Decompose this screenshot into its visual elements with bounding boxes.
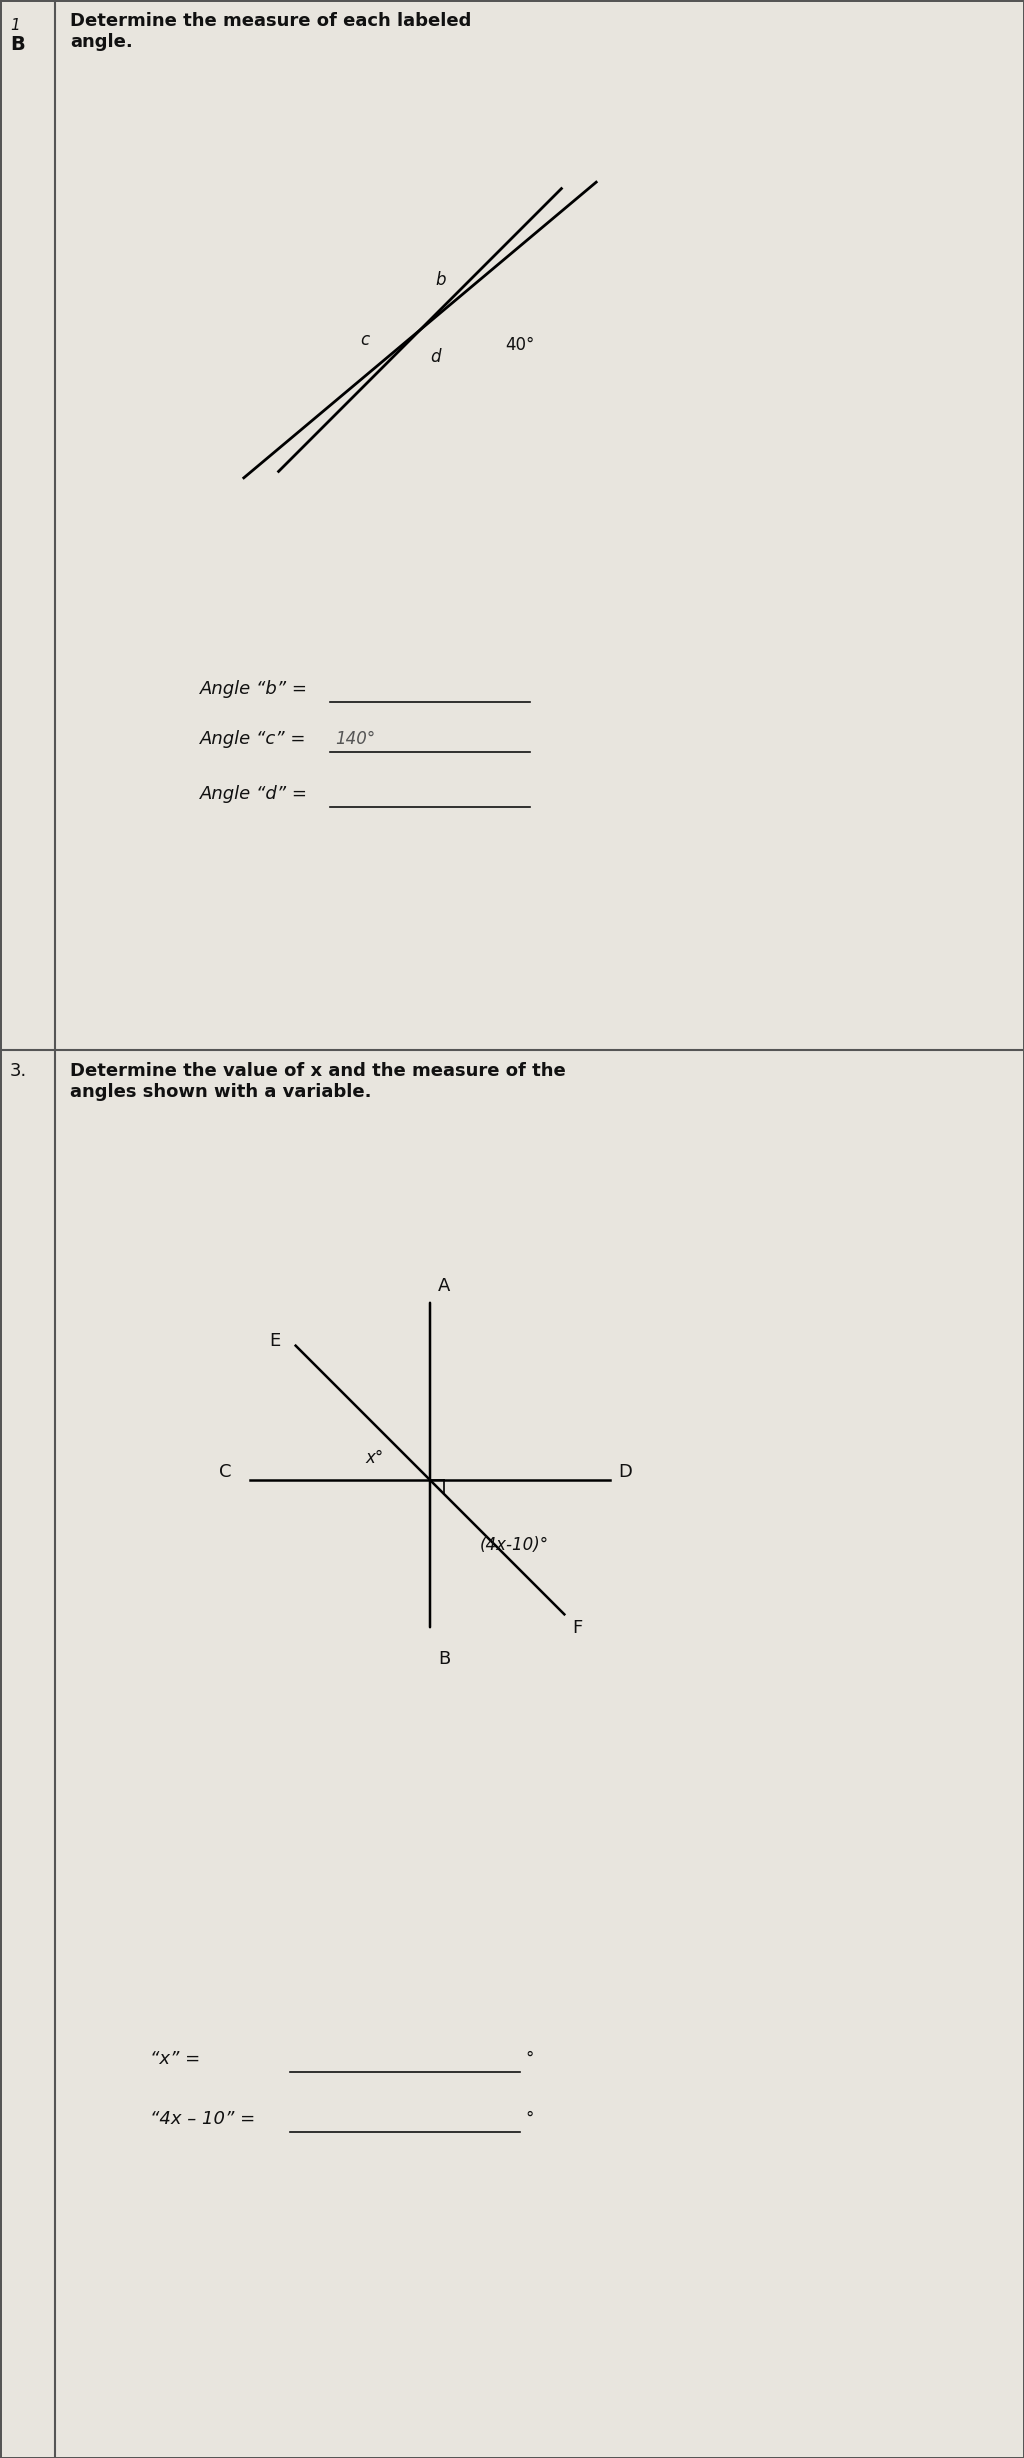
Text: A: A <box>438 1278 451 1295</box>
Text: “4x – 10” =: “4x – 10” = <box>150 2109 255 2129</box>
Text: Angle “c” =: Angle “c” = <box>200 730 306 747</box>
Text: Angle “d” =: Angle “d” = <box>200 784 308 804</box>
Text: E: E <box>269 1332 281 1349</box>
Text: x°: x° <box>366 1450 384 1467</box>
Text: c: c <box>360 332 370 349</box>
Text: °: ° <box>525 2050 534 2067</box>
Text: Determine the value of x and the measure of the
angles shown with a variable.: Determine the value of x and the measure… <box>70 1062 565 1101</box>
Text: °: ° <box>525 2109 534 2129</box>
Text: C: C <box>219 1463 232 1482</box>
Text: B: B <box>438 1649 451 1669</box>
Text: 140°: 140° <box>335 730 375 747</box>
Text: 40°: 40° <box>505 337 535 354</box>
Text: 3.: 3. <box>10 1062 28 1079</box>
Text: D: D <box>618 1463 632 1482</box>
Text: (4x-10)°: (4x-10)° <box>480 1536 549 1553</box>
Text: d: d <box>430 349 440 366</box>
Text: 1: 1 <box>10 17 19 32</box>
Text: B: B <box>10 34 25 54</box>
Text: Determine the measure of each labeled
angle.: Determine the measure of each labeled an… <box>70 12 471 52</box>
Text: Angle “b” =: Angle “b” = <box>200 681 308 698</box>
Text: b: b <box>435 270 445 290</box>
Text: F: F <box>572 1620 583 1637</box>
Text: “x” =: “x” = <box>150 2050 201 2067</box>
